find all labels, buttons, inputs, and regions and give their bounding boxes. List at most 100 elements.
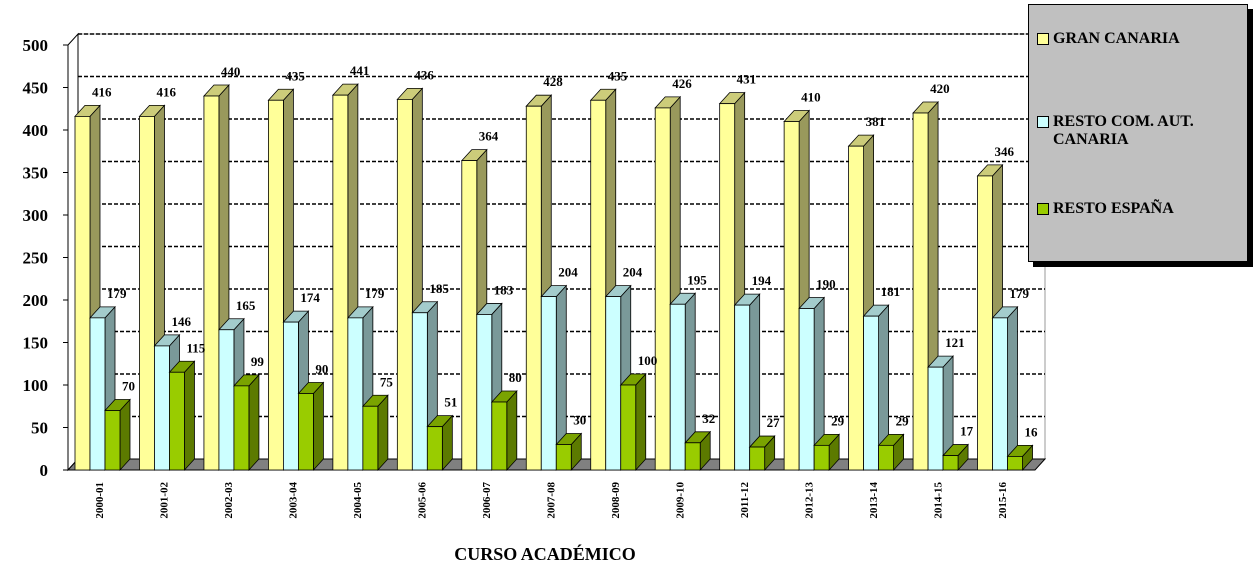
bar-front bbox=[863, 315, 879, 471]
x-axis-label: CURSO ACADÉMICO bbox=[454, 543, 636, 564]
value-label: 100 bbox=[638, 353, 658, 368]
bar-front bbox=[977, 175, 993, 471]
bar-front bbox=[878, 444, 894, 471]
y-tick-label: 0 bbox=[40, 461, 49, 480]
x-tick-label: 2012-13 bbox=[803, 482, 815, 519]
bar bbox=[555, 432, 583, 472]
bar-front bbox=[203, 95, 220, 471]
value-label: 420 bbox=[930, 81, 950, 96]
bar-front bbox=[347, 317, 364, 471]
value-label: 440 bbox=[221, 64, 241, 79]
bar bbox=[168, 360, 196, 472]
value-label: 29 bbox=[896, 413, 910, 428]
bar-front bbox=[813, 444, 830, 471]
bar-side bbox=[312, 381, 324, 472]
value-label: 190 bbox=[816, 277, 836, 292]
value-label: 29 bbox=[831, 413, 845, 428]
value-label: 115 bbox=[186, 340, 205, 355]
legend-entry: RESTO ESPAÑA bbox=[1037, 200, 1237, 218]
legend-label: RESTO COM. AUT. CANARIA bbox=[1053, 113, 1194, 148]
bar-front bbox=[169, 371, 185, 471]
value-label: 27 bbox=[767, 415, 781, 430]
value-label: 70 bbox=[122, 379, 135, 394]
x-tick-label: 2006-07 bbox=[481, 482, 493, 519]
value-label: 80 bbox=[509, 370, 522, 385]
legend-swatch bbox=[1037, 33, 1049, 45]
bar-front bbox=[590, 99, 607, 471]
bar-front bbox=[525, 105, 542, 471]
bar-side bbox=[248, 373, 260, 472]
value-label: 99 bbox=[251, 354, 265, 369]
bar bbox=[426, 414, 454, 472]
y-tick-label: 50 bbox=[31, 419, 48, 438]
bar-front bbox=[426, 426, 443, 471]
value-label: 194 bbox=[752, 273, 772, 288]
bar-front bbox=[1007, 455, 1023, 471]
bar-side bbox=[506, 389, 518, 472]
value-label: 435 bbox=[608, 68, 628, 83]
bar bbox=[798, 296, 826, 472]
bar-front bbox=[605, 296, 622, 471]
value-label: 165 bbox=[236, 298, 256, 313]
bar-side bbox=[1007, 305, 1018, 472]
x-tick-label: 2008-09 bbox=[610, 482, 622, 519]
bar-front bbox=[282, 321, 299, 471]
x-tick-label: 2001-02 bbox=[159, 482, 171, 519]
bar bbox=[1006, 444, 1034, 472]
legend-swatch bbox=[1037, 203, 1049, 215]
x-tick-label: 2013-14 bbox=[868, 482, 880, 519]
bar-front bbox=[74, 116, 91, 471]
bar bbox=[297, 381, 325, 472]
bar-front bbox=[233, 385, 250, 471]
bar-front bbox=[942, 455, 959, 471]
value-label: 146 bbox=[171, 314, 191, 329]
y-tick-label: 400 bbox=[23, 121, 49, 140]
bar-front bbox=[461, 160, 478, 471]
bar-front bbox=[719, 103, 736, 471]
bar-front bbox=[154, 345, 170, 471]
value-label: 431 bbox=[737, 72, 757, 87]
bar-side bbox=[635, 372, 647, 472]
x-tick-label: 2014-15 bbox=[932, 482, 944, 519]
bar-front bbox=[411, 312, 428, 471]
value-label: 183 bbox=[494, 282, 514, 297]
x-tick-label: 2009-10 bbox=[674, 482, 686, 519]
x-tick-label: 2015-16 bbox=[997, 482, 1009, 519]
bar-front bbox=[139, 116, 155, 471]
bar-front bbox=[620, 384, 637, 471]
value-label: 32 bbox=[702, 411, 715, 426]
bar-front bbox=[491, 401, 508, 471]
legend-label: RESTO ESPAÑA bbox=[1053, 200, 1174, 217]
value-label: 185 bbox=[429, 281, 449, 296]
bar-front bbox=[555, 444, 572, 471]
bar-front bbox=[927, 366, 944, 471]
y-tick-label: 150 bbox=[23, 334, 49, 353]
value-label: 435 bbox=[285, 68, 305, 83]
bar bbox=[233, 373, 260, 472]
bar-front bbox=[783, 121, 800, 471]
bar-front bbox=[540, 296, 557, 471]
value-label: 174 bbox=[300, 290, 320, 305]
bar-front bbox=[476, 314, 493, 471]
y-tick-label: 450 bbox=[23, 79, 49, 98]
bar-front bbox=[218, 329, 235, 471]
bar-front bbox=[848, 145, 864, 471]
value-label: 410 bbox=[801, 90, 821, 105]
bar bbox=[733, 293, 761, 472]
value-label: 195 bbox=[687, 272, 707, 287]
bar-front bbox=[749, 446, 766, 471]
value-label: 121 bbox=[945, 335, 965, 350]
bar-front bbox=[332, 94, 349, 471]
value-label: 179 bbox=[1010, 286, 1030, 301]
y-tick-label: 250 bbox=[23, 249, 49, 268]
bar bbox=[877, 433, 905, 472]
x-tick-label: 2003-04 bbox=[288, 482, 300, 519]
bar-front bbox=[734, 304, 751, 471]
value-label: 204 bbox=[623, 265, 643, 280]
bar-front bbox=[798, 308, 815, 471]
value-label: 75 bbox=[380, 374, 394, 389]
bar bbox=[684, 430, 712, 472]
bar-side bbox=[377, 394, 389, 472]
bar-front bbox=[267, 99, 284, 471]
y-tick-label: 500 bbox=[23, 36, 49, 55]
